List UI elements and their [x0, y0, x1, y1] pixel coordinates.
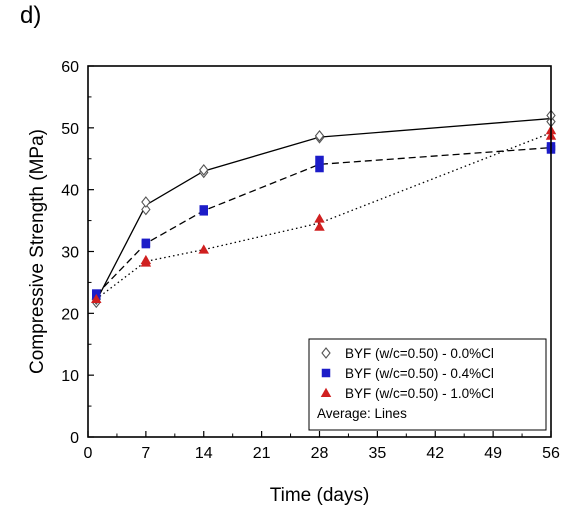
- legend-label: BYF (w/c=0.50) - 0.0%Cl: [345, 346, 494, 361]
- x-tick-label: 21: [253, 445, 271, 462]
- data-point: [141, 238, 151, 248]
- data-point: [199, 163, 209, 176]
- x-tick-label: 7: [141, 445, 150, 462]
- y-tick-label: 10: [61, 368, 79, 385]
- legend-note: Average: Lines: [317, 406, 407, 421]
- x-axis-title: Time (days): [270, 485, 370, 506]
- legend: BYF (w/c=0.50) - 0.0%Cl BYF (w/c=0.50) - …: [308, 338, 547, 431]
- y-tick-label: 40: [61, 183, 79, 200]
- y-tick-label: 20: [61, 306, 79, 323]
- data-point: [91, 293, 102, 304]
- y-tick-label: 60: [61, 59, 79, 76]
- data-point: [314, 129, 325, 142]
- average-line: [95, 117, 552, 302]
- x-tick-label: 0: [84, 445, 93, 462]
- data-point: [141, 196, 151, 208]
- x-axis-ticks: 0 7 14 21 28 35 42 49 56: [84, 431, 560, 462]
- legend-marker: [320, 387, 332, 397]
- data-point: [198, 244, 209, 254]
- data-point: [92, 289, 101, 298]
- x-tick-label: 14: [195, 445, 213, 462]
- data-point: [315, 163, 324, 173]
- x-tick-label: 28: [311, 445, 329, 462]
- x-tick-label: 56: [542, 445, 560, 462]
- data-point: [199, 205, 208, 214]
- data-point: [314, 213, 325, 223]
- x-tick-label: 49: [484, 445, 502, 462]
- data-points: [91, 109, 557, 309]
- legend-marker: [321, 347, 331, 359]
- data-point: [314, 221, 325, 231]
- y-tick-label: 0: [70, 430, 79, 447]
- legend-label: BYF (w/c=0.50) - 0.4%Cl: [345, 366, 494, 381]
- data-point: [315, 155, 324, 165]
- average-lines: [95, 117, 552, 302]
- y-tick-label: 50: [61, 121, 79, 138]
- data-point: [140, 254, 152, 265]
- data-point: [141, 203, 151, 216]
- x-tick-label: 35: [368, 445, 386, 462]
- legend-marker: [321, 368, 331, 378]
- y-axis-ticks: 0 10 20 30 40 50 60: [61, 59, 94, 447]
- legend-box: [308, 338, 547, 431]
- legend-label: BYF (w/c=0.50) - 1.0%Cl: [345, 386, 494, 401]
- average-line: [95, 132, 552, 300]
- panel-label: d): [20, 2, 42, 29]
- y-tick-label: 30: [61, 245, 79, 262]
- x-tick-label: 42: [426, 445, 444, 462]
- y-axis-title: Compressive Strength (MPa): [27, 129, 48, 374]
